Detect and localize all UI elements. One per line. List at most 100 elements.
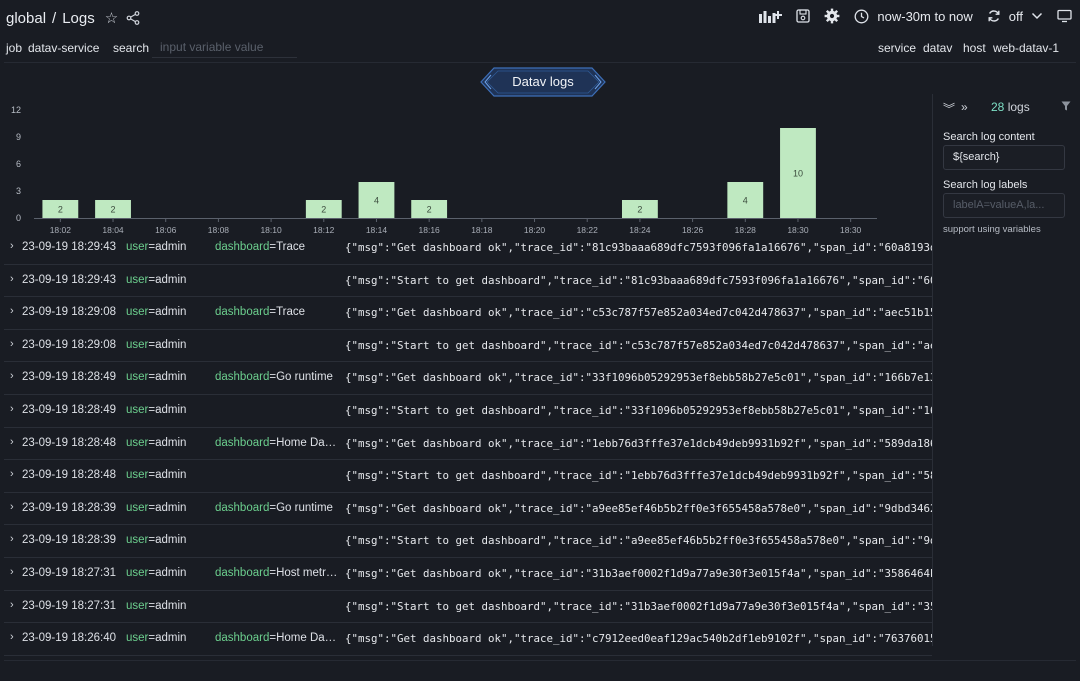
log-row[interactable]: › 23-09-19 18:28:49 user=admin {"msg":"Star…	[4, 395, 932, 428]
chevron-down-icon[interactable]	[1031, 12, 1043, 20]
label-key: user	[126, 338, 149, 351]
label-value: =admin	[148, 599, 187, 612]
log-label-user[interactable]: user=admin	[126, 437, 186, 449]
label-value: =admin	[148, 534, 187, 547]
log-label-user[interactable]: user=admin	[126, 241, 186, 253]
service-variable-select[interactable]: datav	[923, 41, 953, 55]
logs-panel: Datav logs 0 3 6 9 12 2 18:02 2 18:04 18:06 18:08 1…	[4, 62, 1076, 660]
log-row[interactable]: › 23-09-19 18:28:49 user=admin dashboard=Go…	[4, 362, 932, 395]
add-panel-icon[interactable]	[758, 8, 783, 24]
log-label-user[interactable]: user=admin	[126, 534, 186, 546]
log-label-user[interactable]: user=admin	[126, 404, 186, 416]
log-label-dashboard[interactable]: dashboard=Go runtime	[215, 502, 339, 514]
log-label-user[interactable]: user=admin	[126, 502, 186, 514]
save-icon[interactable]	[796, 9, 811, 23]
log-count-suffix: logs	[1007, 100, 1030, 114]
bar-data-label: 10	[793, 169, 803, 179]
log-timestamp: 23-09-19 18:28:39	[22, 501, 116, 514]
log-row[interactable]: › 23-09-19 18:28:48 user=admin dashboard=Ho…	[4, 428, 932, 461]
log-label-user[interactable]: user=admin	[126, 371, 186, 383]
log-label-user[interactable]: user=admin	[126, 600, 186, 612]
log-row[interactable]: › 23-09-19 18:27:31 user=admin dashboard=Ho…	[4, 558, 932, 591]
log-row[interactable]: › 23-09-19 18:28:39 user=admin {"msg":"Star…	[4, 525, 932, 558]
expand-icon[interactable]: »	[961, 100, 968, 114]
expand-row-icon[interactable]: ›	[10, 337, 14, 350]
label-value: =admin	[148, 338, 187, 351]
log-label-dashboard[interactable]: dashboard=Trace	[215, 306, 339, 318]
log-label-dashboard[interactable]: dashboard=Go runtime	[215, 371, 339, 383]
expand-row-icon[interactable]: ›	[10, 500, 14, 513]
log-list: › 23-09-19 18:29:43 user=admin dashboard=Tr…	[4, 232, 932, 660]
refresh-picker[interactable]: off	[987, 9, 1043, 24]
search-labels-input[interactable]: labelA=valueA,la...	[943, 193, 1065, 218]
collapse-all-icon[interactable]: ︾	[943, 102, 955, 116]
x-tick-label: 18:16	[419, 225, 441, 235]
log-timestamp: 23-09-19 18:27:31	[22, 599, 116, 612]
panel-title-badge[interactable]: Datav logs	[480, 67, 606, 97]
expand-row-icon[interactable]: ›	[10, 565, 14, 578]
expand-row-icon[interactable]: ›	[10, 598, 14, 611]
x-tick-label: 18:24	[629, 225, 651, 235]
log-label-user[interactable]: user=admin	[126, 469, 186, 481]
expand-row-icon[interactable]: ›	[10, 272, 14, 285]
log-message: {"msg":"Get dashboard ok","trace_id":"c7…	[345, 632, 932, 646]
log-label-user[interactable]: user=admin	[126, 274, 186, 286]
label-value: =Go runtime	[269, 371, 333, 384]
y-tick-label: 6	[16, 159, 21, 169]
log-label-dashboard[interactable]: dashboard=Trace	[215, 241, 339, 253]
log-label-dashboard[interactable]: dashboard=Home Das...	[215, 632, 339, 644]
filter-icon[interactable]	[1061, 100, 1071, 114]
log-label-user[interactable]: user=admin	[126, 567, 186, 579]
histogram-bar	[727, 182, 764, 218]
search-variable-input[interactable]: input variable value	[152, 36, 297, 58]
expand-row-icon[interactable]: ›	[10, 402, 14, 415]
log-row[interactable]: › 23-09-19 18:29:08 user=admin dashboard=Tr…	[4, 297, 932, 330]
expand-row-icon[interactable]: ›	[10, 305, 14, 318]
log-label-dashboard[interactable]: dashboard=Home Das...	[215, 437, 339, 449]
log-row[interactable]: › 23-09-19 18:28:48 user=admin {"msg":"Star…	[4, 460, 932, 493]
log-message: {"msg":"Get dashboard ok","trace_id":"33…	[345, 371, 932, 385]
host-variable-select[interactable]: web-datav-1	[993, 41, 1060, 55]
gear-icon[interactable]	[824, 8, 840, 24]
job-variable-select[interactable]: datav-service	[28, 41, 100, 55]
log-row[interactable]: › 23-09-19 18:29:43 user=admin dashboard=Tr…	[4, 232, 932, 265]
log-label-dashboard[interactable]: dashboard=Host metrics	[215, 567, 339, 579]
label-key: user	[126, 403, 149, 416]
log-label-user[interactable]: user=admin	[126, 306, 186, 318]
bar-data-label: 2	[321, 205, 326, 215]
page-title: Logs	[62, 9, 95, 27]
share-icon[interactable]	[126, 11, 140, 25]
log-row[interactable]: › 23-09-19 18:27:31 user=admin {"msg":"Star…	[4, 591, 932, 624]
monitor-icon[interactable]	[1057, 9, 1072, 23]
y-tick-label: 3	[16, 186, 21, 196]
histogram-bar	[358, 182, 395, 218]
time-range-picker[interactable]: now-30m to now	[854, 9, 973, 24]
search-content-input[interactable]: ${search}	[943, 145, 1065, 170]
label-value: =Home Das...	[269, 436, 339, 449]
breadcrumb-scope[interactable]: global	[6, 9, 47, 27]
label-key: user	[126, 534, 149, 547]
expand-row-icon[interactable]: ›	[10, 435, 14, 448]
expand-row-icon[interactable]: ›	[10, 631, 14, 644]
log-label-user[interactable]: user=admin	[126, 632, 186, 644]
expand-row-icon[interactable]: ›	[10, 468, 14, 481]
breadcrumb: global / Logs ☆	[6, 9, 140, 27]
log-message: {"msg":"Start to get dashboard","trace_i…	[345, 403, 932, 417]
expand-row-icon[interactable]: ›	[10, 240, 14, 252]
log-row[interactable]: › 23-09-19 18:29:08 user=admin {"msg":"Star…	[4, 330, 932, 363]
x-tick-label: 18:30	[787, 225, 809, 235]
log-message: {"msg":"Start to get dashboard","trace_i…	[345, 534, 932, 548]
host-variable-label: host	[963, 41, 986, 55]
log-row[interactable]: › 23-09-19 18:29:43 user=admin {"msg":"Star…	[4, 265, 932, 298]
refresh-icon[interactable]	[987, 9, 1001, 23]
expand-row-icon[interactable]: ›	[10, 370, 14, 383]
log-label-user[interactable]: user=admin	[126, 339, 186, 351]
search-content-label: Search log content	[943, 131, 1035, 143]
log-row[interactable]: › 23-09-19 18:26:40 user=admin dashboard=Ho…	[4, 623, 932, 656]
job-variable-label: job	[6, 41, 23, 55]
expand-row-icon[interactable]: ›	[10, 533, 14, 546]
y-tick-label: 0	[16, 213, 21, 223]
bar-data-label: 2	[427, 205, 432, 215]
star-icon[interactable]: ☆	[104, 10, 119, 27]
log-row[interactable]: › 23-09-19 18:28:39 user=admin dashboard=Go…	[4, 493, 932, 526]
